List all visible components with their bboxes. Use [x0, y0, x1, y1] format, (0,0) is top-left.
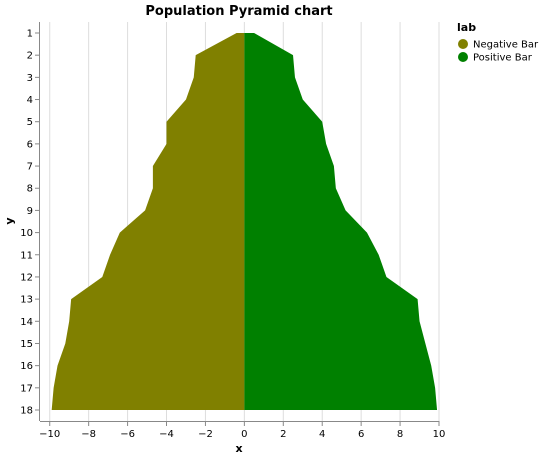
legend: lab Negative Bar Positive Bar — [457, 21, 539, 64]
x-tick-label: −6 — [120, 429, 135, 440]
x-axis: −10 −8 −6 −4 −2 0 2 4 6 8 10 — [39, 421, 445, 440]
y-tick-label: 16 — [20, 361, 33, 372]
legend-title: lab — [457, 21, 476, 34]
y-tick-label: 15 — [20, 339, 33, 350]
y-tick-label: 8 — [27, 184, 33, 195]
x-tick-label: 2 — [280, 429, 286, 440]
y-tick-label: 2 — [27, 51, 33, 62]
y-tick-label: 5 — [27, 117, 33, 128]
legend-items: Negative Bar Positive Bar — [458, 39, 539, 64]
y-tick-label: 7 — [27, 162, 33, 173]
y-tick-label: 17 — [20, 383, 33, 394]
y-tick-label: 14 — [20, 317, 33, 328]
y-tick-label: 10 — [20, 228, 33, 239]
y-tick-label: 3 — [27, 73, 33, 84]
x-tick-label: −2 — [198, 429, 213, 440]
y-tick-label: 1 — [27, 29, 33, 40]
x-tick-label: 6 — [358, 429, 364, 440]
y-tick-label: 4 — [27, 95, 33, 106]
y-tick-label: 18 — [20, 406, 33, 417]
x-tick-label: −4 — [159, 429, 174, 440]
legend-swatch-0 — [458, 39, 468, 49]
y-tick-label: 11 — [20, 250, 33, 261]
y-tick-label: 12 — [20, 272, 33, 283]
x-tick-label: 0 — [241, 429, 247, 440]
chart-title: Population Pyramid chart — [145, 4, 332, 19]
y-tick-label: 6 — [27, 139, 33, 150]
y-tick-label: 13 — [20, 295, 33, 306]
legend-label-0: Negative Bar — [473, 40, 539, 51]
x-tick-label: −10 — [39, 429, 60, 440]
x-tick-label: −8 — [81, 429, 96, 440]
x-tick-label: 4 — [319, 429, 325, 440]
y-tick-label: 9 — [27, 206, 33, 217]
x-axis-title: x — [235, 442, 242, 455]
legend-swatch-1 — [458, 52, 468, 62]
x-tick-label: 10 — [433, 429, 446, 440]
x-tick-label: 8 — [397, 429, 403, 440]
legend-label-1: Positive Bar — [473, 53, 533, 64]
y-axis-title: y — [3, 217, 16, 224]
